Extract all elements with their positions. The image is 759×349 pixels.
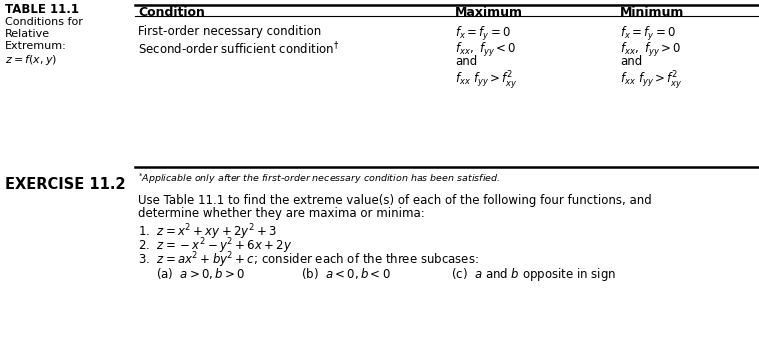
- Text: TABLE 11.1: TABLE 11.1: [5, 3, 79, 16]
- Text: Relative: Relative: [5, 29, 50, 39]
- Text: Maximum: Maximum: [455, 6, 523, 19]
- Text: Use Table 11.1 to find the extreme value(s) of each of the following four functi: Use Table 11.1 to find the extreme value…: [138, 194, 652, 207]
- Text: First-order necessary condition: First-order necessary condition: [138, 25, 321, 38]
- Text: determine whether they are maxima or minima:: determine whether they are maxima or min…: [138, 207, 425, 220]
- Text: (a)  $a > 0, b > 0$: (a) $a > 0, b > 0$: [156, 266, 245, 281]
- Text: $z = f(x, y)$: $z = f(x, y)$: [5, 53, 57, 67]
- Text: $f_{xx},\ f_{yy} < 0$: $f_{xx},\ f_{yy} < 0$: [455, 41, 516, 59]
- Text: 2.  $z = -x^2 - y^2 + 6x + 2y$: 2. $z = -x^2 - y^2 + 6x + 2y$: [138, 236, 292, 255]
- Text: $f_x = f_y = 0$: $f_x = f_y = 0$: [455, 25, 511, 43]
- Text: Condition: Condition: [138, 6, 205, 19]
- Text: $f_{xx}\ f_{yy} > f^2_{xy}$: $f_{xx}\ f_{yy} > f^2_{xy}$: [455, 69, 518, 91]
- Text: (b)  $a < 0, b < 0$: (b) $a < 0, b < 0$: [301, 266, 391, 281]
- Text: $f_{xx},\ f_{yy} > 0$: $f_{xx},\ f_{yy} > 0$: [620, 41, 682, 59]
- Text: (c)  $a$ and $b$ opposite in sign: (c) $a$ and $b$ opposite in sign: [451, 266, 616, 283]
- Text: and: and: [455, 55, 477, 68]
- Text: Conditions for: Conditions for: [5, 17, 83, 27]
- Text: 3.  $z = ax^2 + by^2 + c$; consider each of the three subcases:: 3. $z = ax^2 + by^2 + c$; consider each …: [138, 250, 479, 269]
- Text: and: and: [620, 55, 642, 68]
- Text: 1.  $z = x^2 + xy + 2y^2 + 3$: 1. $z = x^2 + xy + 2y^2 + 3$: [138, 222, 276, 242]
- Text: Extremum:: Extremum:: [5, 41, 67, 51]
- Text: $f_x = f_y = 0$: $f_x = f_y = 0$: [620, 25, 676, 43]
- Text: Second-order sufficient condition$^{\dagger}$: Second-order sufficient condition$^{\dag…: [138, 41, 339, 58]
- Text: Minimum: Minimum: [620, 6, 685, 19]
- Text: EXERCISE 11.2: EXERCISE 11.2: [5, 177, 126, 192]
- Text: $^{*}$Applicable only after the first-order necessary condition has been satisfi: $^{*}$Applicable only after the first-or…: [138, 171, 500, 186]
- Text: $f_{xx}\ f_{yy} > f^2_{xy}$: $f_{xx}\ f_{yy} > f^2_{xy}$: [620, 69, 682, 91]
